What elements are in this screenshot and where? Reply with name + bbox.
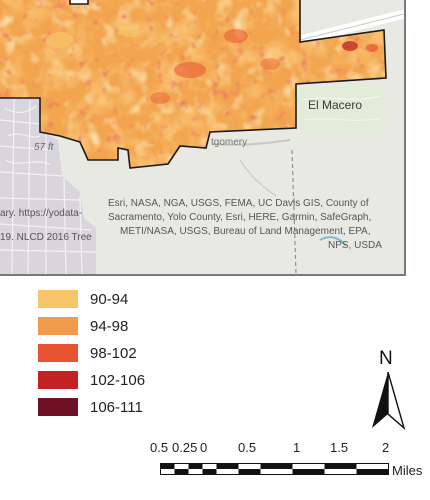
legend-label: 102-106	[90, 372, 146, 389]
north-label: N	[379, 348, 393, 369]
scale-tick-label: 0.5	[238, 440, 257, 455]
elevation-label: 57 ft	[34, 142, 54, 153]
scale-tick-label: 1	[293, 440, 301, 455]
legend-label: 94-98	[90, 318, 129, 335]
legend-label: 106-111	[90, 399, 143, 416]
heat-index-surface	[0, 0, 386, 168]
legend-swatch	[38, 371, 78, 389]
north-arrow-icon	[372, 372, 406, 431]
study-area-boundary	[0, 0, 387, 169]
scale-bar-graphic	[160, 463, 389, 475]
north-arrow: N	[370, 348, 406, 432]
legend-swatch	[38, 398, 78, 416]
legend-label: 98-102	[90, 345, 137, 362]
scale-tick-label: 0.5	[150, 440, 169, 455]
golf-course-area	[296, 84, 386, 134]
legend-swatch	[38, 290, 78, 308]
scale-bar: 0.5 0.25 0 0.5 1 1.5 2 Miles	[150, 440, 430, 480]
scale-tick-label: 1.5	[330, 440, 349, 455]
map-frame[interactable]: El Macero 57 ft tgomery ary. https://yod…	[0, 0, 406, 276]
place-label-el-macero: El Macero	[308, 98, 363, 112]
legend-label: 90-94	[90, 291, 129, 308]
legend-swatch	[38, 344, 78, 362]
scale-tick-label: 2	[382, 440, 390, 455]
scale-tick-label: 0.25	[172, 440, 198, 455]
legend-swatch	[38, 317, 78, 335]
golf-course-paths	[301, 95, 383, 121]
map-canvas	[0, 0, 404, 274]
scale-units: Miles	[392, 463, 423, 478]
urban-street-grid	[0, 97, 97, 274]
scale-tick-label: 0	[200, 440, 208, 455]
urban-area	[0, 98, 96, 274]
map-notch	[70, 0, 88, 4]
road-label: tgomery	[211, 137, 248, 148]
